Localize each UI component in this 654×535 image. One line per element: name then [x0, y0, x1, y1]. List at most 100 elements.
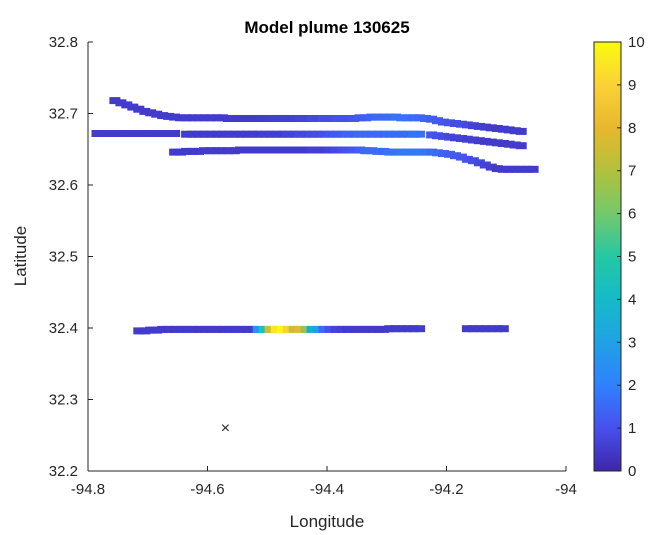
plume-cell — [216, 325, 228, 333]
plume-cell — [193, 147, 204, 155]
plume-cell — [420, 148, 432, 156]
plume-cell — [444, 133, 455, 141]
plume-cell — [175, 148, 187, 156]
plume-cell — [497, 165, 509, 173]
plume-cell — [252, 130, 264, 138]
plume-cell — [414, 325, 426, 333]
plume-cell — [205, 325, 216, 333]
plume-cell — [384, 325, 396, 333]
plume-cell — [342, 130, 354, 138]
plume-cell — [408, 114, 420, 122]
plume-cell — [300, 130, 312, 138]
plume-cell — [258, 130, 270, 138]
plume-cell — [127, 130, 139, 137]
plume-cell — [282, 146, 294, 154]
plume-cell — [485, 138, 497, 146]
plume-cell — [228, 147, 240, 155]
plume-cell — [336, 130, 348, 138]
plume-cell — [246, 115, 258, 122]
plume-cell — [455, 135, 467, 142]
plume-cell — [312, 146, 324, 154]
plume-cell — [264, 130, 276, 138]
plume-cell — [139, 130, 151, 137]
plume-cell — [330, 115, 342, 122]
plume-cell — [109, 97, 121, 105]
plume-cell — [497, 325, 509, 333]
plume-cell — [181, 130, 193, 138]
colorbar-gradient — [593, 41, 622, 472]
plume-cell — [216, 147, 228, 155]
plume-cell — [199, 147, 210, 155]
plume-cell — [479, 325, 491, 333]
plume-cell — [187, 147, 199, 155]
plume-cell — [366, 113, 378, 121]
plume-cell — [151, 130, 163, 137]
plume-cell — [145, 326, 157, 334]
plume-cell — [354, 146, 366, 154]
chart-title: Model plume 130625 — [244, 18, 409, 37]
plume-cell — [157, 130, 169, 137]
plume-cell — [288, 325, 300, 333]
plume-cell — [455, 120, 467, 128]
plume-cell — [378, 113, 390, 121]
plume-cell — [258, 325, 270, 333]
plume-cell — [270, 130, 282, 138]
plume-cell — [324, 325, 336, 333]
plume-cell — [426, 148, 438, 156]
y-tick-label: 32.5 — [49, 249, 78, 266]
plume-cell — [479, 123, 491, 131]
plume-cell — [181, 325, 193, 333]
plume-cell — [414, 130, 426, 138]
plume-cell — [193, 130, 204, 138]
plume-cell — [222, 147, 234, 155]
plume-cell — [438, 118, 449, 126]
plume-cell — [282, 325, 294, 333]
plume-cell — [312, 130, 324, 138]
plume-cell — [276, 115, 288, 122]
plume-cell — [360, 114, 372, 122]
plume-cell — [187, 325, 199, 333]
plume-cell — [438, 150, 449, 157]
plume-cell — [97, 130, 109, 137]
plume-cell — [300, 115, 312, 122]
plume-cell — [467, 325, 479, 333]
plume-cell — [246, 325, 258, 333]
plume-cell — [408, 148, 420, 156]
x-tick-label: -94.6 — [190, 481, 224, 498]
plume-cell — [109, 130, 121, 137]
plume-cell — [163, 130, 175, 137]
plume-cell — [509, 127, 521, 135]
plume-cell — [103, 130, 115, 137]
plume-cell — [246, 146, 258, 154]
colorbar-tick-label: 8 — [628, 120, 636, 137]
plume-cell — [503, 126, 515, 134]
plume-cell — [402, 114, 414, 122]
plume-cell — [414, 114, 426, 122]
plume-cell — [294, 115, 306, 122]
plume-cell — [390, 130, 402, 138]
plume-cell — [306, 130, 318, 138]
plume-cell — [485, 163, 497, 171]
plume-cell — [396, 130, 408, 138]
plume-cell — [169, 130, 181, 137]
plume-cell — [222, 325, 234, 333]
plume-cell — [270, 115, 282, 122]
plume-cell — [234, 130, 246, 138]
plume-cell — [390, 113, 402, 121]
plume-cell — [378, 130, 390, 138]
plume-cell — [145, 109, 157, 117]
x-tick-label: -94 — [555, 481, 577, 498]
plume-cell — [438, 132, 449, 140]
plume-cell — [485, 325, 497, 333]
plume-cell — [252, 115, 264, 122]
plume-cell — [324, 130, 336, 138]
plume-cell — [300, 325, 312, 333]
plume-cell — [360, 130, 372, 138]
plume-cell — [461, 135, 473, 143]
plume-cell — [467, 136, 479, 144]
plume-cell — [515, 165, 527, 173]
plume-cell — [193, 325, 204, 333]
plume-cell — [354, 114, 366, 122]
plume-cell — [509, 141, 521, 149]
